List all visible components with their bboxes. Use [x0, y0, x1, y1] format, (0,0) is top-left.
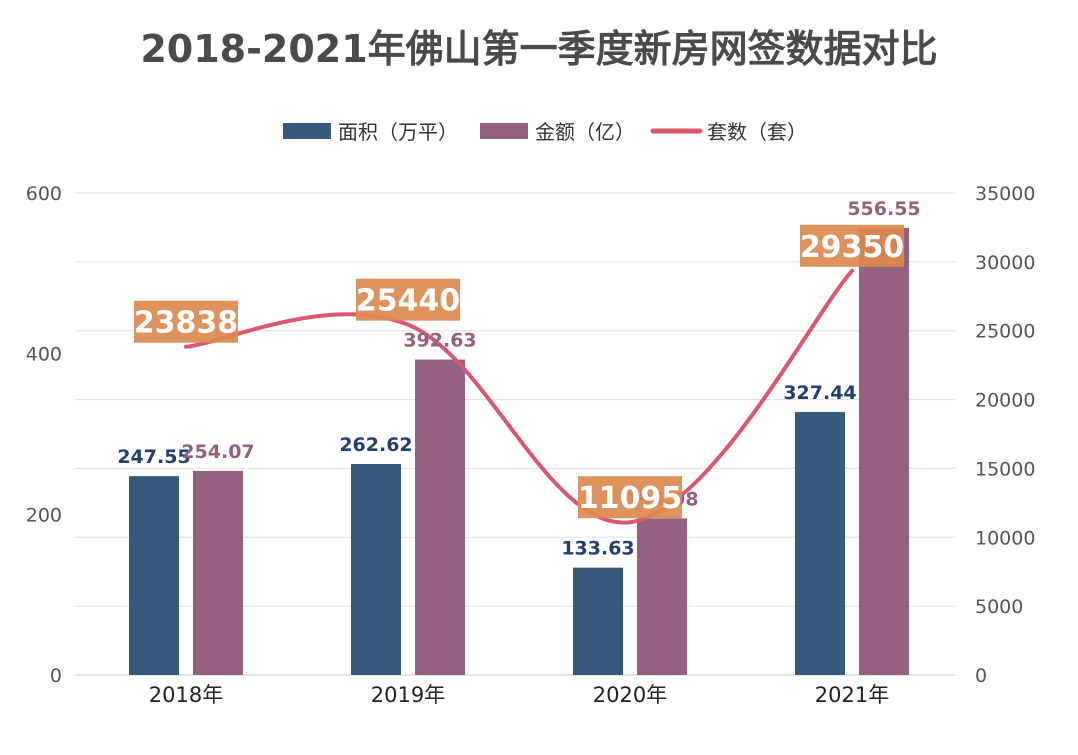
line-value-label: 25440: [356, 284, 460, 319]
legend-swatch-area: [283, 123, 331, 139]
bar: [129, 476, 179, 675]
legend-label-area: 面积（万平）: [338, 120, 458, 144]
y-left-tick-label: 0: [50, 665, 62, 687]
bar-value-label: 556.55: [847, 198, 920, 220]
y-left-tick-label: 400: [26, 344, 62, 366]
y-left-tick-label: 600: [26, 183, 62, 205]
bar-value-label: 392.63: [403, 330, 476, 352]
x-tick-label: 2021年: [815, 683, 889, 707]
series-line: [184, 268, 854, 525]
bar-value-label: 327.44: [783, 382, 856, 404]
bars: [129, 227, 909, 675]
y-right-tick-label: 30000: [975, 252, 1035, 274]
y-right-tick-label: 35000: [975, 183, 1035, 205]
line-value-badge: [356, 278, 460, 321]
chart-title: 2018-2021年佛山第一季度新房网签数据对比: [140, 27, 937, 71]
bar-value-label: 254.07: [181, 441, 254, 463]
bar: [573, 567, 623, 675]
x-tick-label: 2020年: [593, 683, 667, 707]
y-axis-left: 0 200 400 600: [26, 183, 62, 687]
y-right-tick-label: 15000: [975, 458, 1035, 480]
y-right-tick-label: 0: [975, 665, 987, 687]
bar-value-label: 262.62: [339, 434, 412, 456]
line-value-label: 11095: [578, 481, 682, 516]
y-right-tick-label: 5000: [975, 596, 1023, 618]
legend: 面积（万平） 金额（亿） 套数（套）: [283, 120, 807, 144]
legend-swatch-amount: [480, 123, 528, 139]
y-axis-right: 0 5000 10000 15000 20000 25000 30000 35000: [975, 183, 1035, 687]
bar: [795, 411, 845, 675]
y-right-tick-label: 20000: [975, 390, 1035, 412]
y-right-tick-label: 10000: [975, 527, 1035, 549]
bar-value-label: 247.55: [117, 446, 190, 468]
bar: [415, 359, 465, 675]
bar: [637, 518, 687, 675]
bar-value-label: 133.63: [561, 538, 634, 560]
x-tick-label: 2019年: [371, 683, 445, 707]
line-value-badge: [578, 476, 682, 519]
line-value-badge: [800, 224, 904, 267]
x-tick-label: 2018年: [149, 683, 223, 707]
legend-label-units: 套数（套）: [707, 120, 807, 144]
line-value-label: 29350: [800, 230, 904, 265]
legend-label-amount: 金额（亿）: [535, 120, 635, 144]
line-value-label: 23838: [134, 306, 238, 341]
line-value-badge: [134, 300, 238, 343]
bar: [351, 464, 401, 675]
bar: [193, 470, 243, 675]
x-axis: 2018年 2019年 2020年 2021年: [149, 683, 889, 707]
line-series: [184, 268, 854, 525]
data-labels: 247.55254.07262.62392.63133.63194.98327.…: [117, 198, 920, 560]
y-left-tick-label: 200: [26, 504, 62, 526]
y-right-tick-label: 25000: [975, 321, 1035, 343]
bar: [859, 227, 909, 675]
